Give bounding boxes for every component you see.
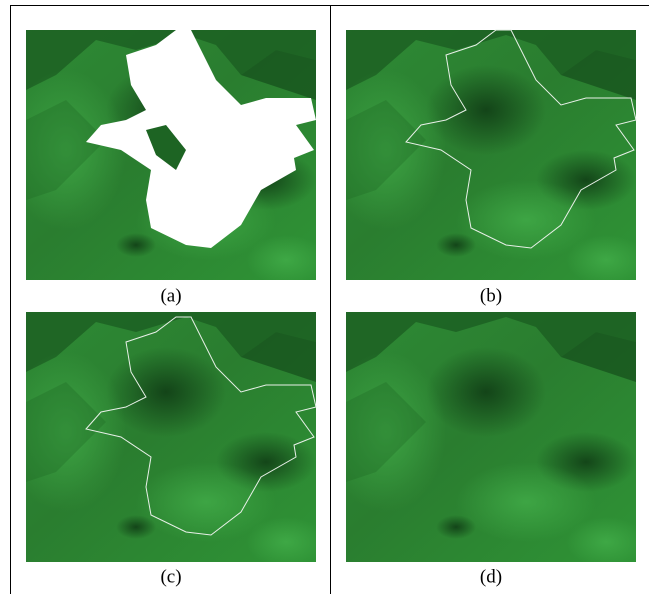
panel-c [6,312,326,567]
figure: (a) (b) (c) (d) [0,0,649,594]
panel-a [6,30,326,285]
panel-d [326,312,646,567]
caption: (c) [160,566,181,587]
caption: (a) [160,285,181,306]
caption: (b) [480,285,502,306]
caption: (d) [480,566,502,587]
panel-b [326,30,646,285]
